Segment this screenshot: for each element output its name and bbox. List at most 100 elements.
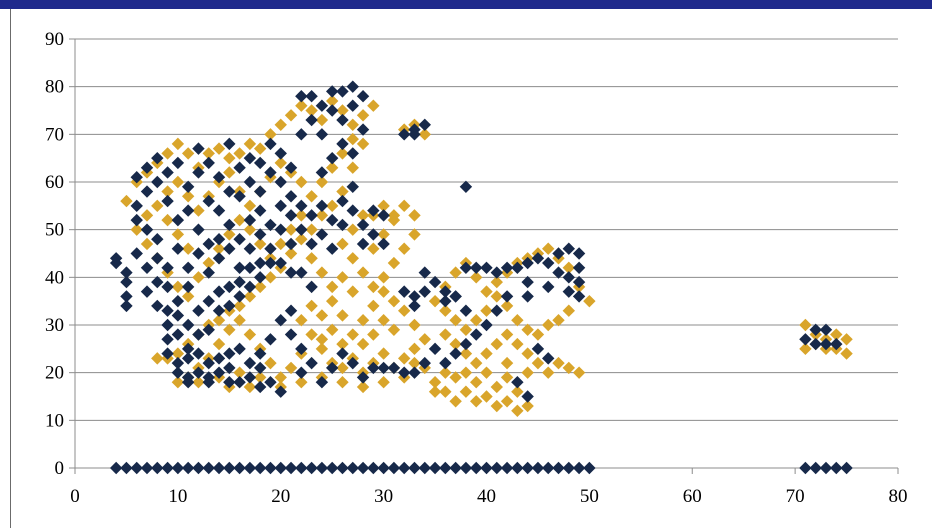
data-point-diamond <box>212 314 226 327</box>
data-point-diamond <box>470 328 483 341</box>
data-point-diamond <box>305 299 318 313</box>
data-point-diamond <box>171 175 185 189</box>
data-point-diamond <box>336 461 349 475</box>
data-point-diamond <box>459 323 473 336</box>
data-point-diamond <box>799 318 812 332</box>
data-point-diamond <box>264 128 277 141</box>
data-point-diamond <box>542 366 555 379</box>
data-point-diamond <box>408 461 421 475</box>
data-point-diamond <box>418 266 431 279</box>
data-point-diamond <box>171 280 185 294</box>
data-point-diamond <box>387 361 401 375</box>
data-point-diamond <box>233 147 246 160</box>
data-point-diamond <box>243 242 257 255</box>
data-point-diamond <box>459 180 473 193</box>
data-point-diamond <box>408 209 421 222</box>
data-point-diamond <box>233 290 246 303</box>
data-point-diamond <box>470 395 483 408</box>
x-tick-label: 40 <box>477 486 496 507</box>
data-point-diamond <box>140 209 154 222</box>
data-point-diamond <box>295 266 308 279</box>
data-point-diamond <box>151 175 164 189</box>
data-point-diamond <box>408 342 421 356</box>
data-point-diamond <box>346 161 359 174</box>
data-point-diamond <box>181 461 195 475</box>
data-point-diamond <box>253 237 267 251</box>
data-point-diamond <box>202 194 215 208</box>
data-point-diamond <box>233 314 246 327</box>
data-point-diamond <box>243 461 257 475</box>
data-point-diamond <box>428 376 442 389</box>
data-point-diamond <box>449 337 462 351</box>
data-point-diamond <box>346 223 359 236</box>
y-tick-label: 60 <box>45 172 64 193</box>
data-point-diamond <box>181 180 195 193</box>
data-point-diamond <box>356 237 370 251</box>
x-tick-label: 10 <box>168 486 187 507</box>
data-point-diamond <box>202 266 215 279</box>
data-point-diamond <box>336 347 349 360</box>
data-point-diamond <box>202 356 215 370</box>
data-point-diamond <box>171 228 185 241</box>
data-point-diamond <box>130 171 143 184</box>
data-point-diamond <box>284 237 298 251</box>
data-point-diamond <box>130 213 143 227</box>
data-point-diamond <box>480 304 493 317</box>
data-point-diamond <box>562 242 575 255</box>
data-point-diamond <box>367 328 380 341</box>
data-point-diamond <box>387 461 401 475</box>
data-point-diamond <box>809 337 822 351</box>
data-point-diamond <box>470 461 483 475</box>
data-point-diamond <box>223 376 236 389</box>
data-point-diamond <box>480 347 493 360</box>
data-point-diamond <box>336 337 349 351</box>
data-point-diamond <box>799 461 812 475</box>
data-point-diamond <box>181 242 195 255</box>
data-point-diamond <box>490 399 503 413</box>
data-point-diamond <box>336 218 349 232</box>
data-point-diamond <box>336 137 349 151</box>
data-point-diamond <box>264 242 277 255</box>
data-point-diamond <box>274 314 287 327</box>
data-point-diamond <box>500 290 514 303</box>
data-point-diamond <box>459 304 473 317</box>
data-point-diamond <box>253 347 267 360</box>
data-point-diamond <box>521 347 534 360</box>
data-point-diamond <box>377 285 390 298</box>
data-point-diamond <box>490 337 503 351</box>
data-point-diamond <box>830 337 843 351</box>
data-point-diamond <box>120 299 133 313</box>
data-point-diamond <box>315 113 329 127</box>
data-point-diamond <box>346 99 359 112</box>
data-point-diamond <box>480 366 493 379</box>
data-point-diamond <box>161 194 174 208</box>
data-point-diamond <box>192 223 205 236</box>
data-point-diamond <box>243 137 257 151</box>
data-point-diamond <box>223 151 236 165</box>
data-point-diamond <box>151 352 164 365</box>
data-point-diamond <box>542 256 555 270</box>
data-point-diamond <box>562 461 575 475</box>
data-point-diamond <box>192 461 205 475</box>
data-point-diamond <box>500 371 514 384</box>
data-point-diamond <box>542 242 555 255</box>
data-point-diamond <box>830 461 843 475</box>
data-point-diamond <box>562 271 575 284</box>
data-point-diamond <box>418 118 431 131</box>
data-point-diamond <box>284 161 298 174</box>
data-point-diamond <box>181 147 195 160</box>
x-tick-label: 60 <box>683 486 702 507</box>
data-point-diamond <box>511 376 524 389</box>
data-point-diamond <box>428 275 442 289</box>
data-point-diamond <box>243 290 257 303</box>
data-point-diamond <box>130 461 143 475</box>
data-point-diamond <box>336 309 349 322</box>
data-point-diamond <box>253 142 267 155</box>
data-point-diamond <box>171 356 185 370</box>
data-point-diamond <box>181 290 195 303</box>
data-point-diamond <box>253 271 267 284</box>
data-point-diamond <box>202 376 215 389</box>
data-point-diamond <box>346 285 359 298</box>
data-point-diamond <box>367 461 380 475</box>
data-point-diamond <box>181 261 195 274</box>
